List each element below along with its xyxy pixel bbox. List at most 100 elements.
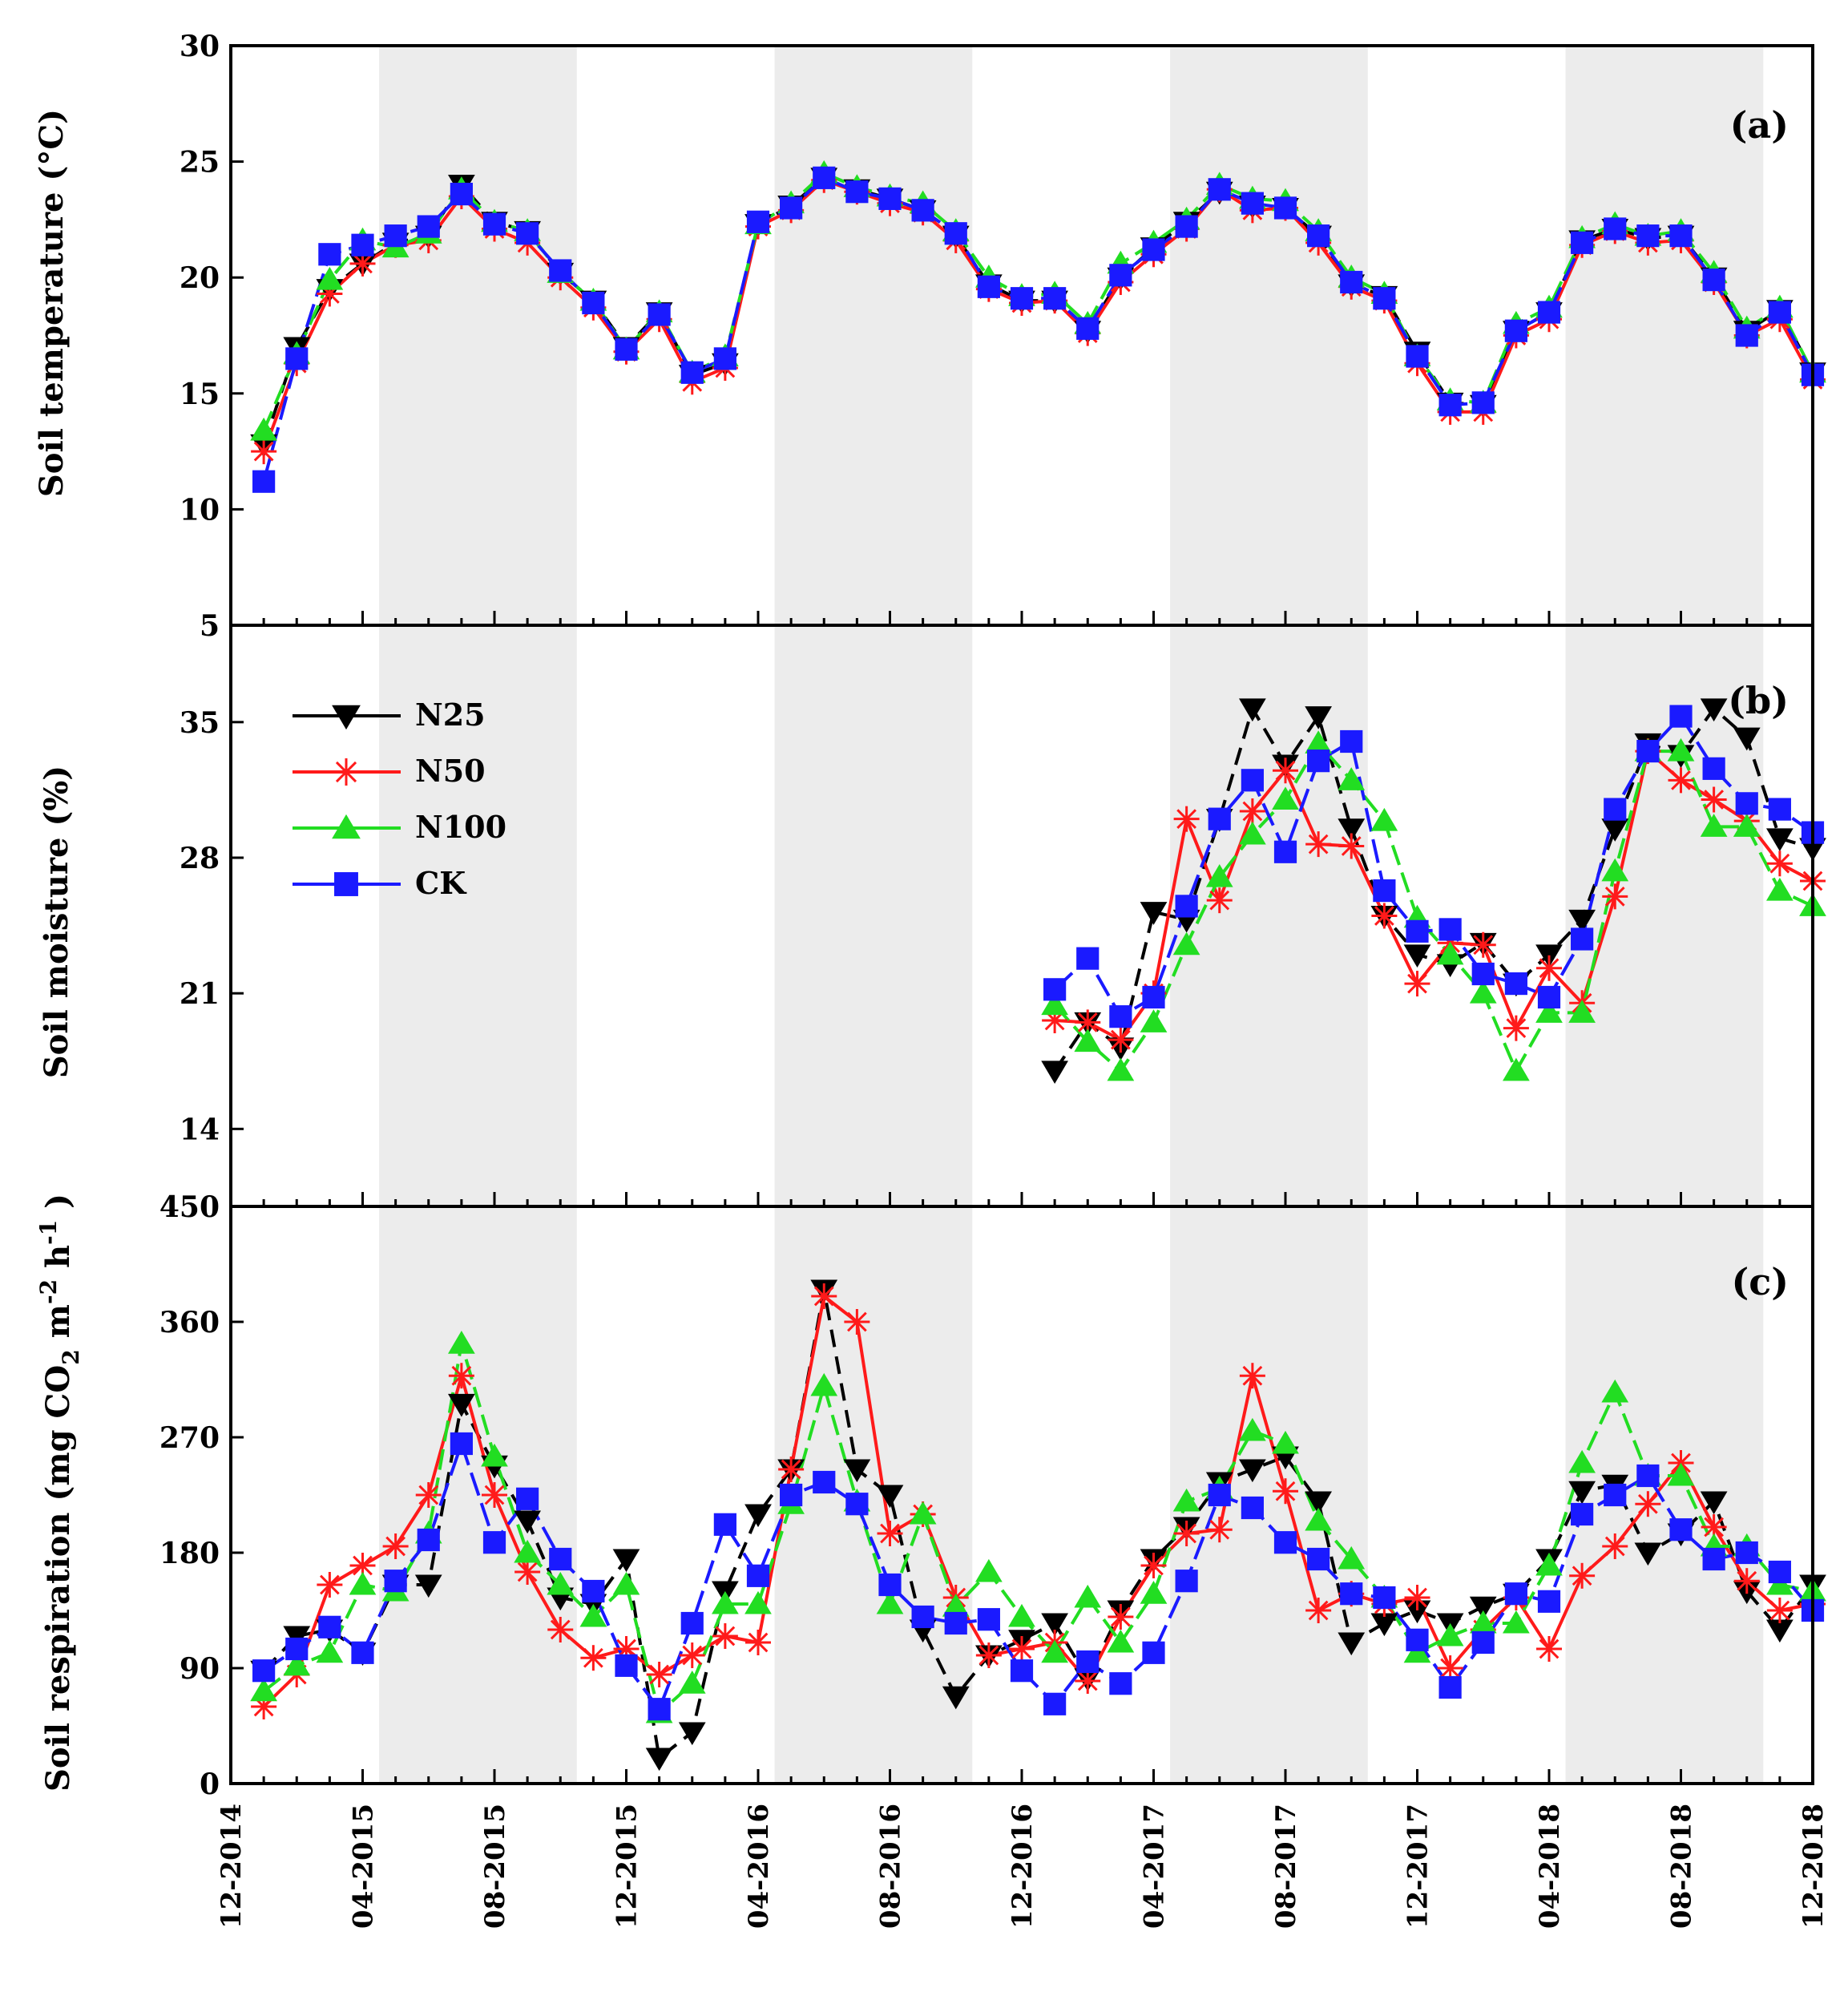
data-point-c-n100 [1338, 1545, 1366, 1570]
x-tick-label: 12-2017 [1402, 1804, 1434, 1929]
data-point-b-n50 [1668, 767, 1694, 794]
data-point-a-ck [648, 303, 671, 326]
data-point-b-n50 [1503, 1015, 1529, 1041]
data-point-a-ck [482, 212, 506, 236]
data-point-c-n25 [1370, 1613, 1398, 1637]
data-point-c-ck [1471, 1630, 1495, 1655]
data-point-b-n25 [1700, 698, 1728, 722]
data-point-a-ck [351, 233, 374, 257]
data-point-b-n100 [1272, 786, 1299, 810]
data-point-c-n100 [1503, 1610, 1530, 1634]
data-point-c-n25 [1338, 1632, 1366, 1656]
data-point-a-ck [1208, 178, 1231, 201]
ylabel-respiration: Soil respiration (mg CO2 m-2 h-1 ) [35, 1194, 84, 1792]
data-point-c-ck [285, 1637, 309, 1661]
panel-label-b: (b) [1728, 679, 1789, 722]
data-point-c-n25 [1634, 1542, 1662, 1566]
data-point-a-ck [615, 337, 638, 361]
data-point-b-ck [1537, 985, 1561, 1009]
data-point-c-ck [450, 1432, 473, 1456]
y-tick-label: 15 [180, 378, 220, 411]
data-point-b-n100 [1239, 821, 1266, 845]
data-point-a-ck [1406, 345, 1429, 368]
data-point-c-ck [1043, 1692, 1067, 1715]
data-point-a-n100 [250, 417, 277, 441]
data-point-a-ck [713, 347, 736, 370]
legend-marker-n25 [332, 705, 361, 730]
data-point-c-n100 [481, 1443, 508, 1467]
data-point-b-ck [1307, 749, 1330, 773]
data-point-c-ck [1406, 1628, 1429, 1651]
data-point-b-n100 [1370, 807, 1398, 831]
data-point-c-n100 [514, 1539, 541, 1563]
data-point-c-ck [1768, 1560, 1791, 1584]
legend-label-ck: CK [415, 865, 467, 901]
data-point-b-n100 [1107, 1057, 1135, 1081]
x-tick-label: 04-2018 [1534, 1804, 1566, 1929]
ylabel-moisture: Soil moisture (%) [38, 766, 75, 1078]
data-point-b-n50 [1338, 833, 1365, 859]
series-layer [250, 160, 1826, 1772]
data-point-c-n50 [1404, 1585, 1430, 1610]
data-point-a-ck [1702, 268, 1725, 292]
data-point-c-ck [1373, 1586, 1396, 1610]
data-point-b-n100 [1766, 877, 1794, 901]
data-point-c-ck [1307, 1547, 1330, 1571]
data-point-b-n50 [1536, 955, 1562, 981]
data-point-c-ck [813, 1470, 836, 1494]
data-point-c-n100 [448, 1331, 475, 1354]
data-point-b-n25 [1733, 727, 1761, 751]
x-tick-label: 08-2017 [1270, 1804, 1302, 1929]
data-point-c-ck [417, 1528, 440, 1552]
data-point-c-n50 [1140, 1553, 1167, 1578]
data-point-b-n100 [1338, 767, 1366, 790]
data-point-c-ck [516, 1487, 539, 1510]
data-point-b-ck [1273, 840, 1297, 863]
data-point-c-n100 [712, 1590, 739, 1614]
data-point-b-n50 [1470, 931, 1496, 958]
data-point-a-ck [1142, 238, 1165, 261]
data-point-a-ck [252, 470, 276, 493]
data-point-c-n100 [316, 1639, 344, 1663]
data-point-c-n50 [1305, 1598, 1332, 1623]
legend-label-n100: N100 [415, 809, 506, 845]
data-point-b-n100 [1140, 1009, 1168, 1032]
data-point-c-ck [1438, 1675, 1462, 1699]
data-point-b-ck [1702, 757, 1725, 780]
data-point-b-n100 [1733, 814, 1761, 837]
data-point-b-n100 [1041, 992, 1068, 1016]
data-point-c-n50 [712, 1623, 738, 1649]
data-point-b-ck [1340, 729, 1363, 754]
data-point-a-ck [318, 243, 341, 266]
data-point-b-n50 [1239, 798, 1265, 824]
legend-marker-n100 [332, 814, 361, 839]
data-point-c-n25 [1239, 1459, 1266, 1483]
data-point-a-ck [285, 347, 309, 370]
data-point-a-ck [582, 291, 605, 315]
data-point-c-n50 [1602, 1533, 1628, 1559]
data-point-a-ck [1043, 287, 1067, 310]
data-point-c-n25 [645, 1747, 673, 1772]
data-point-b-n100 [1568, 1000, 1596, 1023]
data-point-b-n50 [1273, 758, 1298, 784]
data-point-c-n100 [547, 1571, 575, 1595]
data-point-b-n100 [1172, 931, 1200, 956]
y-tick-label: 90 [180, 1652, 220, 1686]
data-point-b-n100 [1436, 941, 1464, 965]
data-point-c-n100 [1074, 1584, 1102, 1608]
data-point-c-n50 [1733, 1568, 1760, 1594]
y-tick-label: 5 [200, 609, 220, 643]
data-point-a-ck [516, 222, 539, 245]
data-point-c-n100 [612, 1571, 640, 1595]
y-tick-label: 10 [180, 493, 220, 527]
data-point-c-ck [1273, 1531, 1297, 1554]
data-point-c-n25 [414, 1574, 442, 1598]
data-point-c-n25 [514, 1510, 541, 1534]
data-point-c-ck [911, 1605, 934, 1629]
data-point-b-n25 [1239, 698, 1266, 722]
data-point-c-n50 [811, 1283, 837, 1309]
data-point-c-ck [549, 1547, 572, 1571]
data-point-c-ck [1604, 1483, 1627, 1507]
axis-labels: 5 10 15 20 25 30 14 21 28 35 0 90 180 270 360 450 12-201… [159, 30, 1830, 1929]
data-point-c-n50 [778, 1457, 805, 1482]
